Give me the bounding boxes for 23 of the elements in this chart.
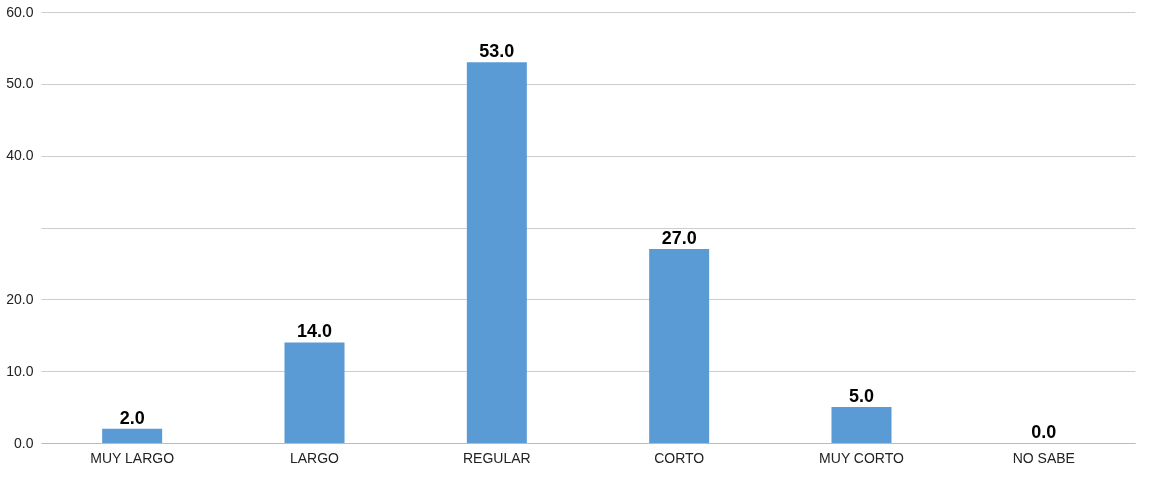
x-tick-label: CORTO [654,449,705,466]
y-tick-label: 40.0 [6,147,34,164]
y-tick-label: 50.0 [6,75,34,92]
data-label: 5.0 [848,386,875,407]
x-tick-label: LARGO [289,449,340,466]
bar [649,249,710,443]
y-tick-label: 0.0 [14,434,34,451]
data-label: 2.0 [119,407,145,428]
bar [831,407,892,443]
x-tick-label: MUY LARGO [90,449,175,466]
data-label: 53.0 [479,41,515,62]
data-label: 0.0 [1031,422,1057,442]
y-tick-label: 20.0 [6,290,34,307]
x-tick-label: MUY CORTO [819,449,904,466]
bar [102,428,163,443]
x-tick-label: REGULAR [462,449,531,466]
data-label: 14.0 [296,321,333,342]
bar [466,62,527,443]
y-tick-label: 60.0 [6,3,34,20]
data-label: 27.0 [661,228,697,249]
bar [284,342,345,443]
y-tick-label: 10.0 [6,362,34,379]
x-tick-label: NO SABE [1012,449,1075,466]
